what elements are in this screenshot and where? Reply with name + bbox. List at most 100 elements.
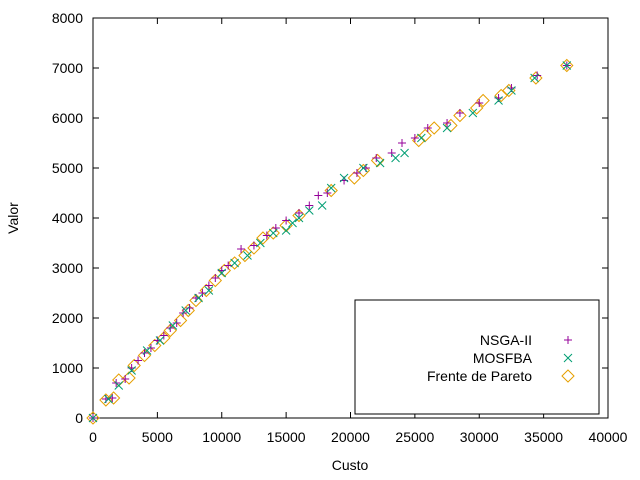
- data-point: [375, 158, 385, 168]
- data-point: [88, 413, 98, 423]
- data-point: [243, 251, 252, 260]
- data-point: [530, 73, 539, 83]
- legend-box: [354, 299, 600, 415]
- data-point: [86, 411, 100, 425]
- x-tick-label: 30000: [460, 429, 499, 445]
- data-point: [172, 319, 181, 327]
- data-point: [104, 394, 113, 404]
- data-point: [262, 231, 271, 240]
- data-point: [121, 375, 130, 383]
- data-point: [455, 109, 464, 117]
- data-point: [230, 258, 239, 268]
- data-point: [266, 226, 280, 240]
- data-point: [323, 189, 332, 197]
- y-tick-label: 7000: [52, 60, 83, 76]
- y-tick-label: 0: [75, 410, 83, 426]
- data-point: [294, 213, 304, 223]
- x-axis-label: Custo: [332, 457, 369, 473]
- data-point: [502, 83, 516, 98]
- data-point: [127, 366, 136, 375]
- legend-label: Frente de Pareto: [427, 368, 532, 384]
- data-point: [314, 191, 323, 200]
- x-tick-label: 40000: [589, 429, 628, 445]
- data-point: [112, 373, 126, 387]
- data-point: [410, 134, 419, 142]
- x-tick-label: 35000: [524, 429, 563, 445]
- data-point: [442, 123, 452, 133]
- data-point: [356, 163, 371, 178]
- data-point: [400, 148, 409, 158]
- data-point: [217, 268, 227, 278]
- legend-marker: [564, 336, 572, 344]
- data-point: [468, 108, 478, 118]
- data-point: [159, 331, 168, 340]
- x-tick-label: 25000: [395, 429, 434, 445]
- y-tick-label: 3000: [52, 260, 83, 276]
- data-point: [194, 293, 203, 303]
- x-tick-label: 20000: [331, 429, 370, 445]
- data-point: [198, 289, 207, 297]
- data-point: [181, 303, 195, 318]
- data-point: [418, 128, 432, 143]
- legend: NSGA-II MOSFBA Frente de Pareto: [427, 332, 575, 384]
- x-tick-label: 0: [89, 429, 97, 445]
- data-point: [560, 58, 574, 73]
- x-tick-label: 5000: [142, 429, 173, 445]
- data-point: [211, 274, 220, 282]
- data-point: [339, 173, 349, 183]
- data-point: [204, 281, 213, 290]
- data-point: [288, 218, 297, 228]
- data-point: [256, 238, 265, 248]
- y-tick-label: 4000: [52, 210, 83, 226]
- data-point: [237, 245, 246, 253]
- data-point: [494, 96, 503, 105]
- data-point: [443, 119, 452, 127]
- data-point: [305, 201, 314, 210]
- data-point: [204, 286, 214, 295]
- data-point: [324, 183, 338, 198]
- y-tick-label: 8000: [52, 10, 83, 26]
- data-point: [185, 304, 194, 312]
- axis-ticks: 0 5000 10000 15000 20000 25000 30000 35000 40000…: [52, 10, 628, 445]
- data-point: [279, 218, 293, 233]
- legend-marker: [563, 353, 573, 363]
- data-point: [317, 201, 327, 210]
- data-point: [469, 101, 484, 115]
- data-point: [155, 336, 165, 345]
- data-point: [106, 391, 121, 405]
- data-point: [529, 71, 543, 85]
- legend-label: NSGA-II: [480, 332, 532, 348]
- y-axis-label: Valor: [5, 202, 21, 234]
- data-point: [114, 381, 124, 390]
- data-point: [562, 61, 572, 70]
- data-point: [352, 169, 361, 177]
- data-point: [148, 338, 162, 353]
- y-tick-label: 2000: [52, 310, 83, 326]
- data-point: [391, 153, 400, 163]
- data-point: [475, 99, 484, 107]
- data-point: [494, 88, 508, 103]
- data-point: [476, 93, 490, 108]
- series-1: [88, 61, 572, 423]
- data-point: [372, 154, 381, 162]
- data-point: [359, 163, 368, 173]
- y-tick-label: 1000: [52, 360, 83, 376]
- data-point: [326, 183, 336, 193]
- x-tick-label: 10000: [202, 429, 241, 445]
- data-point: [173, 313, 188, 328]
- data-point: [249, 241, 258, 250]
- data-point: [224, 261, 233, 270]
- data-point: [146, 344, 155, 352]
- data-point: [295, 209, 303, 217]
- data-point: [142, 346, 152, 355]
- data-point: [423, 124, 432, 132]
- data-point: [347, 171, 362, 185]
- data-point: [281, 226, 291, 235]
- data-point: [134, 356, 143, 365]
- data-point: [398, 139, 406, 147]
- data-point: [304, 206, 314, 215]
- data-point: [507, 86, 516, 95]
- data-point: [168, 321, 178, 330]
- data-point: [282, 216, 291, 225]
- data-point: [268, 228, 278, 238]
